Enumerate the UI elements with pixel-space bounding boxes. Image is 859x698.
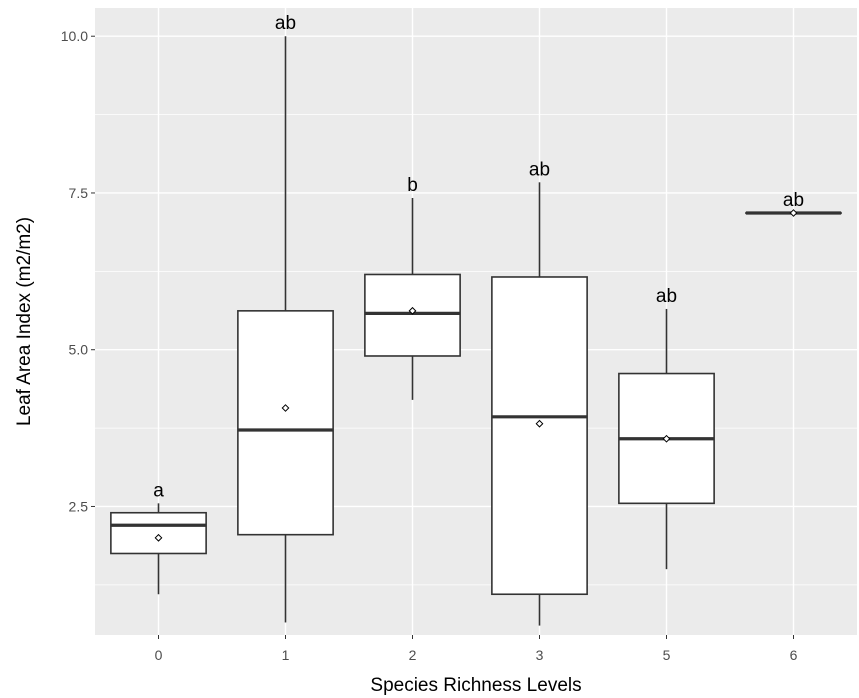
box-group: ab xyxy=(491,159,588,626)
box-group: ab xyxy=(618,286,715,570)
minor-gridlines xyxy=(95,114,857,586)
plot-panel xyxy=(95,8,857,635)
significance-label: b xyxy=(407,175,418,196)
box-group: b xyxy=(364,175,461,400)
x-axis: 0 1 2 3 5 6 xyxy=(155,635,798,663)
x-axis-title: Species Richness Levels xyxy=(370,675,581,696)
significance-label: ab xyxy=(783,190,804,211)
boxes-layer: a ab b ab ab ab xyxy=(110,13,842,626)
box-iqr xyxy=(491,276,588,596)
box-group: ab xyxy=(237,13,334,623)
mean-marker xyxy=(281,404,290,412)
mean-marker xyxy=(789,209,798,217)
y-axis: 2.5 5.0 7.5 10.0 xyxy=(61,28,95,514)
significance-label: a xyxy=(153,480,164,501)
box-iqr xyxy=(364,273,461,357)
y-axis-title: Leaf Area Index (m2/m2) xyxy=(14,217,35,426)
y-tick-label: 5.0 xyxy=(69,342,89,358)
mean-marker xyxy=(662,434,671,443)
y-tick-label: 10.0 xyxy=(61,28,88,44)
significance-label: ab xyxy=(656,286,677,307)
significance-label: ab xyxy=(275,13,296,34)
mean-marker xyxy=(408,306,417,315)
x-tick-label: 0 xyxy=(155,647,163,663)
x-tick-label: 5 xyxy=(663,647,671,663)
mean-marker xyxy=(535,419,544,428)
x-tick-label: 1 xyxy=(282,647,290,663)
significance-label: ab xyxy=(529,159,550,180)
box-group: a xyxy=(110,480,207,595)
x-tick-label: 3 xyxy=(536,647,544,663)
y-tick-label: 2.5 xyxy=(69,498,89,514)
x-tick-label: 2 xyxy=(409,647,417,663)
box-iqr xyxy=(110,511,207,555)
x-tick-label: 6 xyxy=(790,647,798,663)
y-tick-label: 7.5 xyxy=(69,185,89,201)
mean-marker xyxy=(154,533,163,542)
box-group: ab xyxy=(745,190,842,217)
box-iqr xyxy=(237,310,334,536)
